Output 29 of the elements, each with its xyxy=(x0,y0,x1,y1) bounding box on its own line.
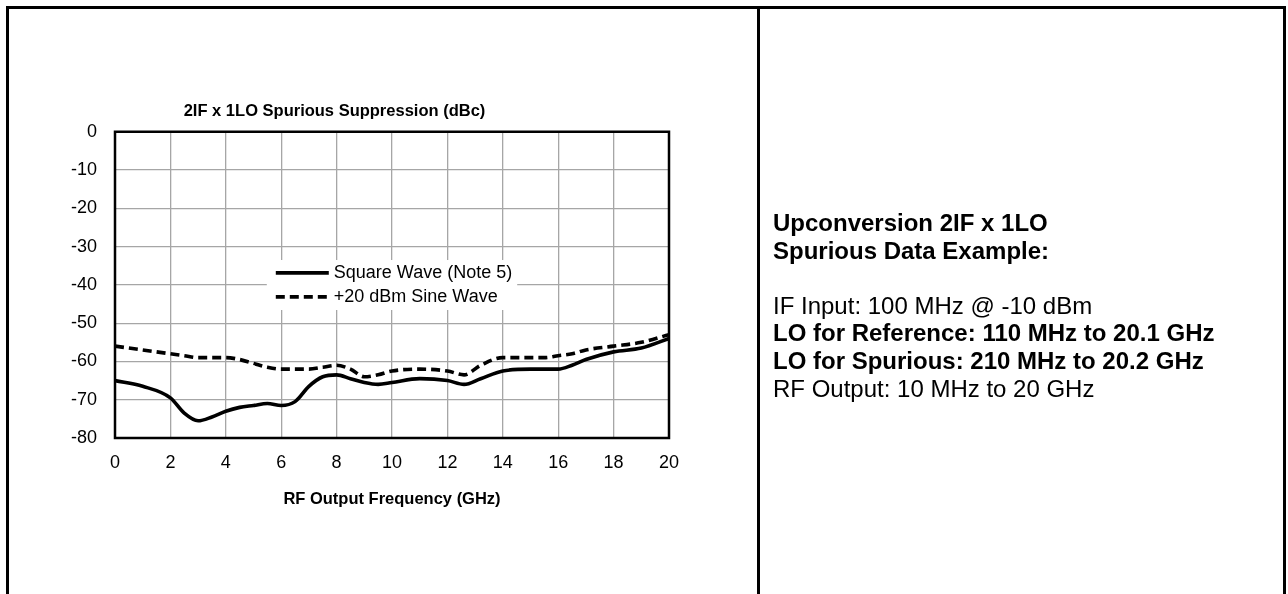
y-tick-label: -10 xyxy=(70,159,97,180)
chart-title: 2IF x 1LO Spurious Suppression (dBc) xyxy=(183,101,486,120)
x-tick-label: 4 xyxy=(220,451,231,472)
y-tick-label: -30 xyxy=(70,235,97,256)
x-tick-label: 16 xyxy=(548,451,569,472)
x-tick-label: 14 xyxy=(492,451,513,472)
y-tick-label: -80 xyxy=(70,426,97,447)
x-tick-label: 2 xyxy=(165,451,176,472)
x-tick-label: 0 xyxy=(109,451,121,472)
x-tick-label: 8 xyxy=(331,451,342,472)
x-tick-label: 18 xyxy=(603,451,624,472)
legend-label: +20 dBm Sine Wave xyxy=(333,285,498,306)
x-tick-label: 12 xyxy=(437,451,458,472)
y-tick-label: -50 xyxy=(70,312,97,333)
y-tick-label: -20 xyxy=(70,197,97,218)
x-axis-title: RF Output Frequency (GHz) xyxy=(283,488,501,507)
text: LO for Spurious: 210 MHz to 20.2 GHz xyxy=(773,346,1205,375)
y-tick-label: 0 xyxy=(86,120,97,141)
x-tick-label: 20 xyxy=(658,451,680,472)
text: RF Output: 10 MHz to 20 GHz xyxy=(773,374,1096,403)
text: LO for Reference: 110 MHz to 20.1 GHz xyxy=(773,319,1216,347)
text: IF Input: 100 MHz @ -10 dBm xyxy=(773,291,1094,320)
y-tick-label: -40 xyxy=(70,273,97,294)
x-tick-label: 6 xyxy=(276,451,287,472)
x-tick-label: 10 xyxy=(381,451,403,472)
text: Upconversion 2IF x 1LO Spurious Data Example: xyxy=(773,209,1051,265)
y-tick-label: -60 xyxy=(70,350,97,371)
legend-label: Square Wave (Note 5) xyxy=(333,261,513,282)
y-tick-label: -70 xyxy=(70,388,97,409)
